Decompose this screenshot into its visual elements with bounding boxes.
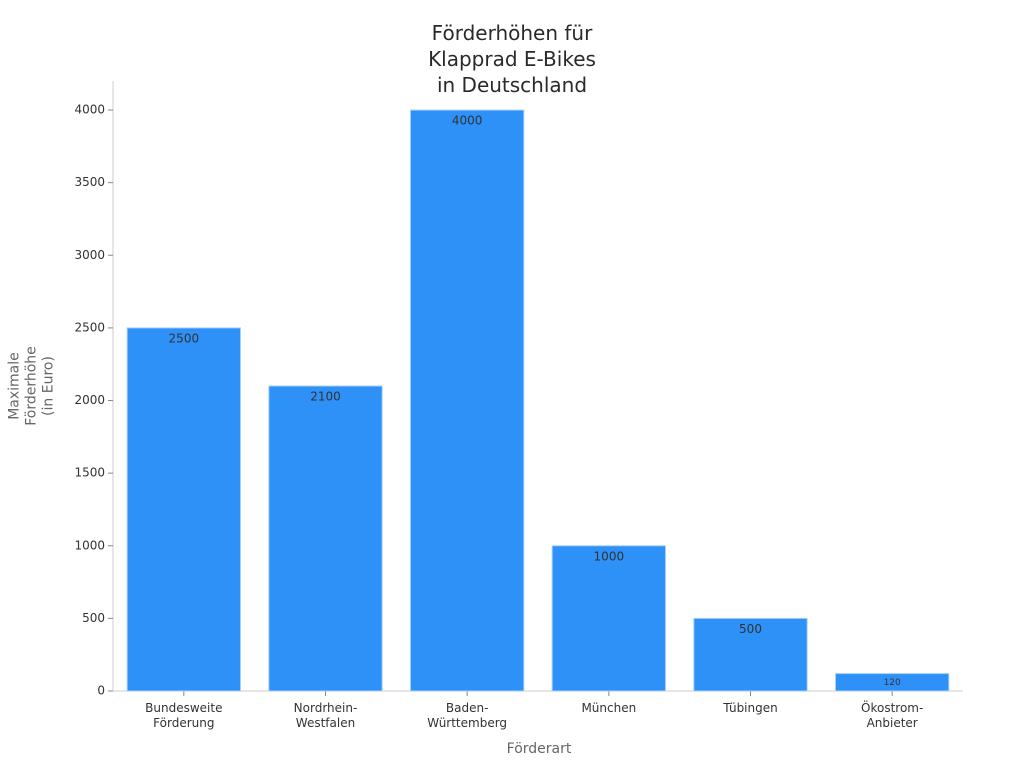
chart-title: Förderhöhen für Klapprad E-Bikes in Deut… <box>428 21 596 97</box>
bar <box>410 109 525 692</box>
bar <box>268 385 383 692</box>
value-label: 500 <box>739 622 762 636</box>
y-axis-label: Maximale Förderhöhe (in Euro) <box>6 346 57 426</box>
x-tick-label: Nordrhein- Westfalen <box>293 701 358 730</box>
y-tick-label: 500 <box>82 611 105 625</box>
y-tick-label: 0 <box>97 684 105 698</box>
value-label: 4000 <box>452 114 483 128</box>
value-label: 2100 <box>310 390 341 404</box>
value-label: 1000 <box>594 549 625 563</box>
x-tick-label: Tübingen <box>723 701 778 715</box>
bar <box>693 617 808 692</box>
bar <box>126 327 241 692</box>
y-tick-label: 4000 <box>74 103 105 117</box>
y-tick-label: 1500 <box>74 466 105 480</box>
y-tick-label: 3500 <box>74 175 105 189</box>
y-tick-label: 2000 <box>74 393 105 407</box>
y-tick-label: 2500 <box>74 320 105 334</box>
bar <box>835 673 950 692</box>
x-tick-label: München <box>581 701 637 715</box>
y-tick-label: 3000 <box>74 248 105 262</box>
x-tick-label: Ökostrom- Anbieter <box>861 701 924 730</box>
value-label: 2500 <box>169 331 200 345</box>
x-tick-label: Baden- Württemberg <box>427 701 508 730</box>
bar <box>551 545 667 692</box>
value-label: 120 <box>884 678 901 688</box>
y-tick-label: 1000 <box>74 538 105 552</box>
x-axis-label: Förderart <box>506 741 572 757</box>
x-tick-label: Bundesweite Förderung <box>145 701 223 730</box>
